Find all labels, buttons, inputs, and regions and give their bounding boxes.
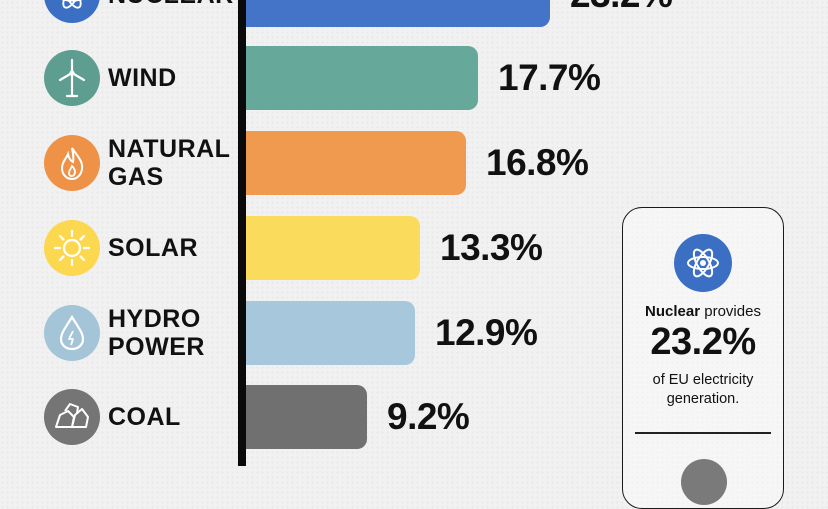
bar	[246, 131, 466, 195]
category-label: NUCLEAR	[108, 0, 234, 9]
nuclear-callout-card: Nuclear provides 23.2% of EU electricity…	[622, 207, 784, 509]
callout-headline: Nuclear provides	[623, 303, 783, 320]
wind-turbine-icon	[44, 50, 100, 106]
data-label: 9.2%	[387, 396, 470, 437]
category-label: WIND	[108, 64, 177, 92]
bar	[246, 216, 420, 280]
category-label: SOLAR	[108, 234, 198, 262]
callout-text: of EU electricity generation.	[652, 372, 754, 407]
data-label: 23.2%	[570, 0, 673, 15]
category-label: HYDRO POWER	[108, 305, 205, 361]
coal-icon	[44, 389, 100, 445]
data-label: 13.3%	[440, 227, 543, 268]
callout-bold: Nuclear	[645, 303, 701, 320]
water-drop-icon	[44, 305, 100, 361]
flame-icon	[44, 135, 100, 191]
y-axis-line	[238, 0, 246, 466]
data-label: 12.9%	[435, 312, 538, 353]
bar	[246, 301, 415, 365]
bar-chart: NUCLEAR 23.2% WIND 17.7% NATURAL GAS 16.8% SOL…	[44, 0, 673, 466]
bar	[246, 385, 367, 449]
atom-icon	[44, 0, 100, 23]
data-label: 17.7%	[498, 57, 601, 98]
callout-divider	[635, 432, 771, 434]
bar	[246, 46, 478, 110]
data-label: 16.8%	[486, 142, 589, 183]
callout-provides: provides	[700, 303, 761, 320]
callout-value: 23.2%	[650, 321, 756, 363]
sun-icon	[44, 220, 100, 276]
category-label: NATURAL GAS	[108, 135, 231, 191]
bar	[246, 0, 550, 27]
atom-icon	[674, 234, 732, 292]
category-label: COAL	[108, 403, 181, 431]
